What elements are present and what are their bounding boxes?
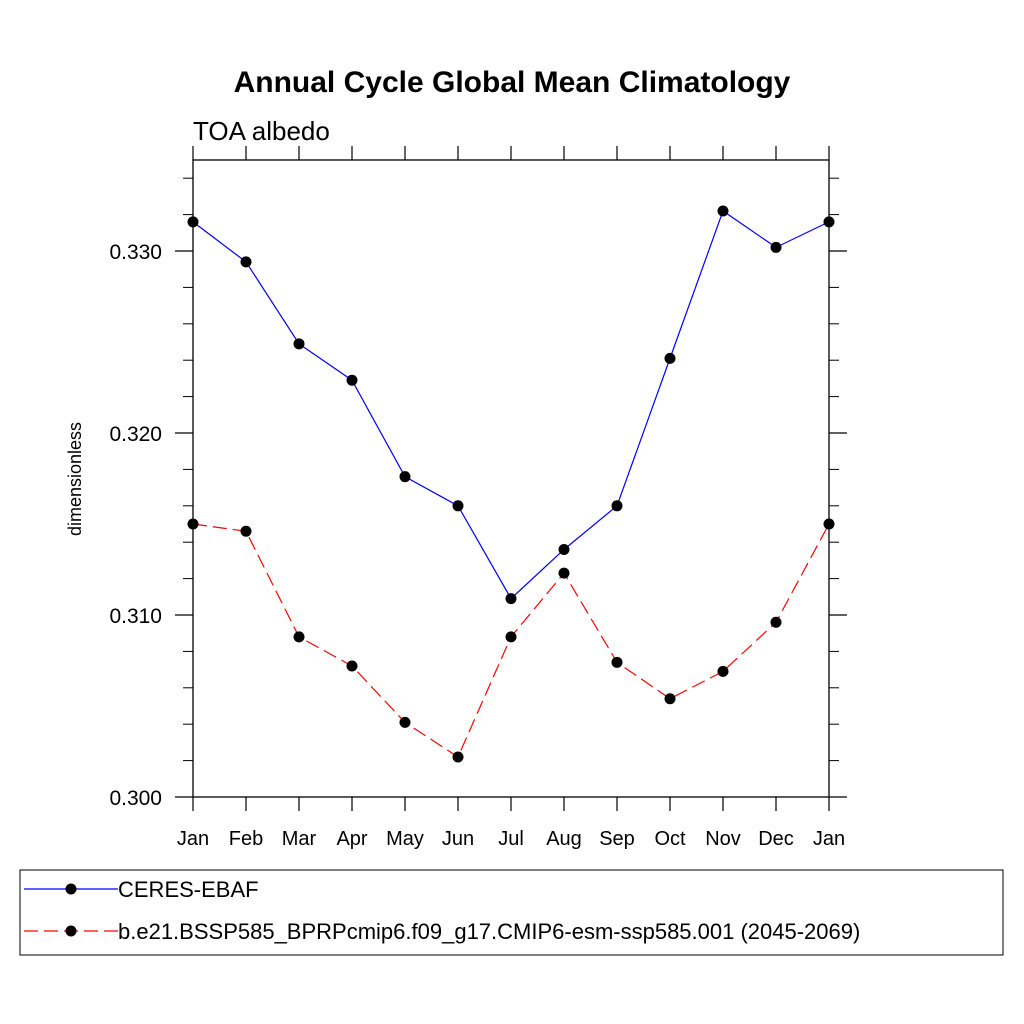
x-tick-label: Dec xyxy=(758,828,794,850)
series-2-point xyxy=(346,660,358,672)
series-1-point xyxy=(452,500,464,512)
series-1-point xyxy=(187,216,199,228)
series-2-point xyxy=(611,656,623,668)
series-2-point xyxy=(293,631,305,643)
series-1-point xyxy=(770,241,782,253)
legend-label-1: CERES-EBAF xyxy=(118,877,259,902)
series-1-point xyxy=(611,500,623,512)
x-tick-label: Jan xyxy=(177,828,209,850)
series-1-point xyxy=(346,374,358,386)
y-tick-label: 0.330 xyxy=(109,241,162,264)
legend-label-2: b.e21.BSSP585_BPRPcmip6.f09_g17.CMIP6-es… xyxy=(118,919,860,944)
series-1-point xyxy=(240,256,252,268)
series-2-point xyxy=(240,525,252,537)
x-tick-label: May xyxy=(386,828,424,850)
series-2-point xyxy=(770,616,782,628)
x-tick-label: Sep xyxy=(599,828,635,850)
series-1-point xyxy=(717,205,729,217)
series-lines xyxy=(187,205,835,763)
series-2-point xyxy=(187,518,199,530)
series-1-point xyxy=(823,216,835,228)
x-tick-label: Feb xyxy=(229,828,263,850)
x-tick-label: Aug xyxy=(546,828,582,850)
y-tick-label: 0.310 xyxy=(109,605,162,628)
plot-frame xyxy=(192,159,830,798)
series-2-point xyxy=(823,518,835,530)
series-1-point xyxy=(664,352,676,364)
x-tick-label: Apr xyxy=(336,828,367,850)
axes: 0.300 0.310 0.320 0.330 Jan Feb Mar Apr May Jun Ju… xyxy=(109,146,847,850)
y-tick-label: 0.300 xyxy=(109,787,162,810)
y-axis-label: dimensionless xyxy=(65,422,85,536)
series-1-point xyxy=(293,338,305,350)
legend: CERES-EBAF b.e21.BSSP585_BPRPcmip6.f09_g1… xyxy=(19,869,1004,956)
series-1-point xyxy=(558,543,570,555)
x-tick-label: Jan xyxy=(813,828,845,850)
x-tick-label: Jul xyxy=(498,828,524,850)
legend-box xyxy=(19,869,1004,956)
chart-title: Annual Cycle Global Mean Climatology xyxy=(234,66,791,99)
x-tick-label: Nov xyxy=(705,828,741,850)
series-2-point xyxy=(558,567,570,579)
series-2-point xyxy=(717,665,729,677)
series-line-1 xyxy=(192,210,830,600)
y-tick-label: 0.320 xyxy=(109,423,162,446)
series-2-point xyxy=(505,631,517,643)
legend-marker-2 xyxy=(65,925,77,937)
x-tick-label: Mar xyxy=(282,828,317,850)
series-1-point xyxy=(505,593,517,605)
x-tick-label: Jun xyxy=(442,828,474,850)
series-2-point xyxy=(452,751,464,763)
x-tick-label: Oct xyxy=(654,828,686,850)
series-2-point xyxy=(399,716,411,728)
series-2-point xyxy=(664,693,676,705)
series-1-point xyxy=(399,471,411,483)
legend-marker-1 xyxy=(65,883,77,895)
chart-subtitle: TOA albedo xyxy=(193,116,330,146)
